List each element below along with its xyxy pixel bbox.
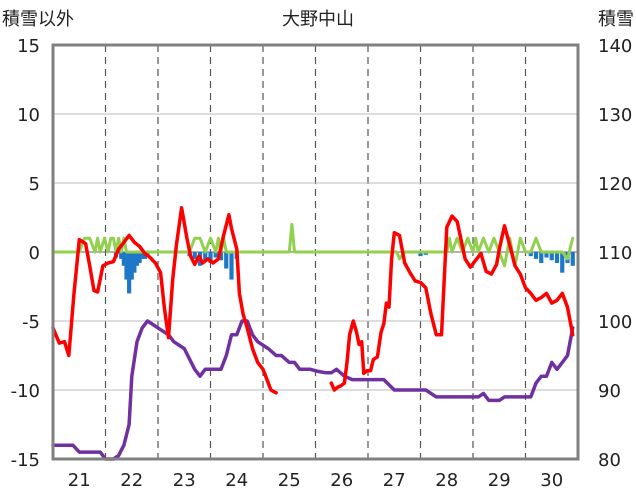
series-lines bbox=[51, 206, 575, 461]
right-tick-label: 80 bbox=[598, 450, 621, 471]
x-tick-label: 21 bbox=[68, 470, 91, 491]
x-tick-label: 26 bbox=[330, 470, 353, 491]
right-axis-title: 積雪 bbox=[598, 9, 634, 30]
x-tick-label: 22 bbox=[120, 470, 143, 491]
left-tick-labels: 15 10 5 0 -5 -10 -15 bbox=[11, 36, 40, 471]
left-tick-label: 0 bbox=[29, 243, 40, 264]
right-tick-label: 120 bbox=[598, 174, 632, 195]
left-tick-label: 5 bbox=[29, 174, 40, 195]
precip-bar bbox=[140, 252, 145, 259]
precip-bar bbox=[203, 252, 208, 261]
right-tick-label: 100 bbox=[598, 312, 632, 333]
left-tick-label: -5 bbox=[22, 312, 40, 333]
x-tick-label: 25 bbox=[278, 470, 301, 491]
precip-bar bbox=[208, 252, 213, 264]
x-tick-label: 23 bbox=[173, 470, 196, 491]
temperature-line bbox=[51, 206, 278, 395]
precip-bar bbox=[560, 252, 565, 273]
precip-bar bbox=[418, 252, 423, 257]
snow-depth-line bbox=[51, 319, 575, 461]
precip-bar bbox=[539, 252, 544, 264]
temperature-line bbox=[329, 214, 575, 392]
x-tick-labels: 21 22 23 24 25 26 27 28 29 30 bbox=[68, 470, 563, 491]
precip-bar bbox=[121, 252, 126, 266]
right-tick-label: 130 bbox=[598, 105, 632, 126]
precip-bar bbox=[137, 252, 142, 264]
precip-bar bbox=[129, 252, 134, 280]
right-tick-label: 110 bbox=[598, 243, 632, 264]
precip-bar bbox=[192, 252, 197, 259]
x-tick-label: 28 bbox=[435, 470, 458, 491]
right-tick-labels: 140 130 120 110 100 90 80 bbox=[598, 36, 632, 471]
precip-bar bbox=[213, 252, 218, 258]
left-tick-label: -10 bbox=[11, 381, 40, 402]
x-tick-label: 29 bbox=[488, 470, 511, 491]
right-tick-label: 90 bbox=[598, 381, 621, 402]
precip-bar bbox=[229, 252, 234, 280]
precip-bar bbox=[218, 252, 224, 261]
precip-bar bbox=[549, 252, 554, 261]
left-tick-label: 15 bbox=[17, 36, 40, 57]
x-tick-label: 30 bbox=[540, 470, 563, 491]
precip-bar bbox=[570, 252, 575, 266]
precip-bar bbox=[528, 252, 533, 257]
x-tick-label: 27 bbox=[383, 470, 406, 491]
precip-bar bbox=[224, 252, 229, 269]
precip-bar bbox=[554, 252, 560, 264]
chart-title: 大野中山 bbox=[282, 9, 354, 30]
precip-bar bbox=[127, 252, 132, 294]
precip-bar bbox=[124, 252, 129, 280]
precip-bar bbox=[119, 252, 124, 259]
precip-bar bbox=[132, 252, 137, 273]
precip-bar bbox=[533, 252, 539, 259]
precip-bar bbox=[544, 252, 549, 258]
right-tick-label: 140 bbox=[598, 36, 632, 57]
plot-frame bbox=[51, 43, 580, 461]
left-axis-title: 積雪以外 bbox=[2, 9, 74, 30]
left-tick-label: 10 bbox=[17, 105, 40, 126]
x-tick-label: 24 bbox=[225, 470, 248, 491]
left-tick-label: -15 bbox=[11, 450, 40, 471]
precip-bar bbox=[134, 252, 140, 266]
